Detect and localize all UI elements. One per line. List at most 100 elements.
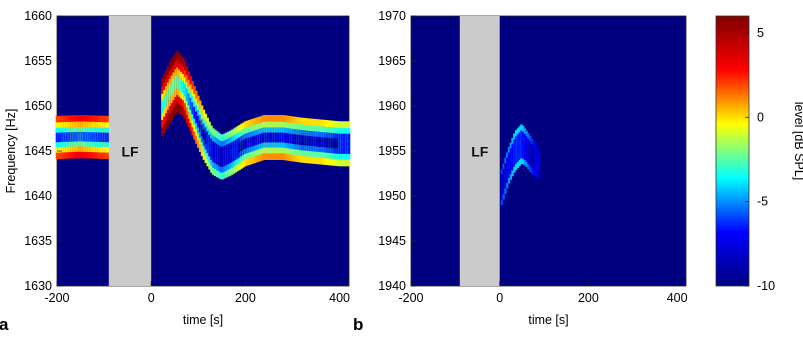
a-heatmap-cell [65,132,68,142]
a-heatmap-cell [87,132,91,142]
a-heatmap-cell [251,136,255,147]
a-heatmap-cell [296,134,300,145]
panel-a-x-ticks: -200 0 200 400 [44,281,350,305]
a-heatmap-cell [238,142,241,153]
b-x-tick-label: 200 [578,291,599,305]
a-heatmap-cell [212,141,215,163]
a-heatmap-cell [232,140,236,162]
a-heatmap-cell [313,136,317,147]
a-heatmap-cell [315,136,319,147]
colorbar: 5 0 -5 -10 level [dB SPL] [715,15,803,293]
a-heatmap-cell [170,82,174,97]
a-heatmap-cell [332,138,336,149]
a-heatmap-cell [198,120,202,132]
a-heatmap-cell [340,133,343,154]
a-heatmap-cell [246,138,249,149]
a-y-tick-label: 1640 [24,189,52,203]
a-heatmap-cell [195,111,198,124]
a-heatmap-cell [327,137,330,148]
a-heatmap-cell [304,135,307,146]
a-heatmap-cell [338,133,341,154]
a-heatmap-cell [321,137,324,148]
a-heatmap-cell [165,93,168,107]
b-y-tick-label: 1945 [378,234,406,248]
b-heatmap-cell [506,157,509,184]
a-heatmap-cell [78,131,81,142]
a-heatmap-cell [59,132,63,143]
b-heatmap-cell [530,143,534,169]
a-heatmap-cell [72,132,76,142]
a-y-tick-label: 1655 [24,54,52,68]
a-heatmap-cell [102,132,106,143]
a-heatmap-cell [285,133,289,143]
a-heatmap-cell [104,132,108,143]
a-heatmap-cell [298,134,302,145]
a-heatmap-cell [106,132,110,143]
a-heatmap-cell [55,132,59,143]
a-heatmap-cell [67,132,70,142]
b-y-tick-label: 1955 [378,144,406,158]
panel-b-x-axis-label: time [s] [528,313,568,327]
a-heatmap-cell [247,137,251,148]
colorbar-tick-label: -10 [757,279,775,293]
panel-b-lf-label: LF [471,143,489,159]
a-heatmap-cell [283,132,287,143]
a-heatmap-cell [336,138,339,149]
a-heatmap-cell [345,133,349,154]
a-heatmap-cell [191,102,194,115]
panel-a-heatmap-cells [55,50,351,180]
a-heatmap-cell [291,133,294,144]
a-heatmap-cell [185,88,189,101]
b-y-tick-label: 1970 [378,9,406,23]
a-heatmap-cell [80,131,83,142]
a-heatmap-cell [161,100,164,114]
a-heatmap-cell [172,79,176,93]
a-heatmap-cell [189,97,192,110]
b-heatmap-cell [500,174,504,200]
a-heatmap-cell [178,76,181,90]
a-heatmap-cell [217,145,221,166]
a-y-tick-label: 1660 [24,9,52,23]
panel-b-x-ticks: -200 0 200 400 [398,281,688,305]
b-heatmap-cell [537,149,541,179]
a-x-tick-label: -200 [44,291,69,305]
colorbar-label: level [dB SPL] [792,102,803,181]
a-heatmap-cell [202,129,206,141]
a-heatmap-cell [268,132,272,143]
a-heatmap-cell [244,138,247,149]
b-y-tick-label: 1940 [378,279,406,293]
a-heatmap-cell [84,131,87,142]
panel-a-lf-region [108,16,152,286]
a-heatmap-cell [97,132,100,142]
panel-a-y-axis-label: Frequency [Hz] [4,109,18,194]
panel-a-lf-label: LF [121,143,139,159]
a-heatmap-cell [234,139,238,160]
a-heatmap-cell [287,133,290,144]
a-heatmap-cell [85,132,89,142]
a-heatmap-cell [89,132,93,142]
b-heatmap-cell [504,163,507,189]
panel-b-letter: b [353,315,363,334]
b-y-tick-label: 1950 [378,189,406,203]
a-heatmap-cell [163,96,166,110]
b-heatmap-cell [514,136,518,164]
panel-b-heatmap-cells [500,124,541,205]
panel-a-letter: a [0,315,9,334]
a-heatmap-cell [221,146,225,167]
a-heatmap-cell [180,78,183,92]
b-heatmap-cell [534,144,537,177]
b-heatmap-cell [516,134,520,162]
a-heatmap-cell [76,131,79,142]
a-heatmap-cell [289,133,292,144]
b-heatmap-cell [513,139,516,167]
b-x-tick-label: 0 [496,291,503,305]
a-heatmap-cell [279,132,283,143]
a-heatmap-cell [236,138,240,159]
a-heatmap-cell [249,136,253,147]
a-heatmap-cell [93,132,96,142]
a-heatmap-cell [259,133,262,144]
a-heatmap-cell [70,132,74,142]
a-x-tick-label: 0 [148,291,155,305]
b-heatmap-cell [509,148,512,175]
